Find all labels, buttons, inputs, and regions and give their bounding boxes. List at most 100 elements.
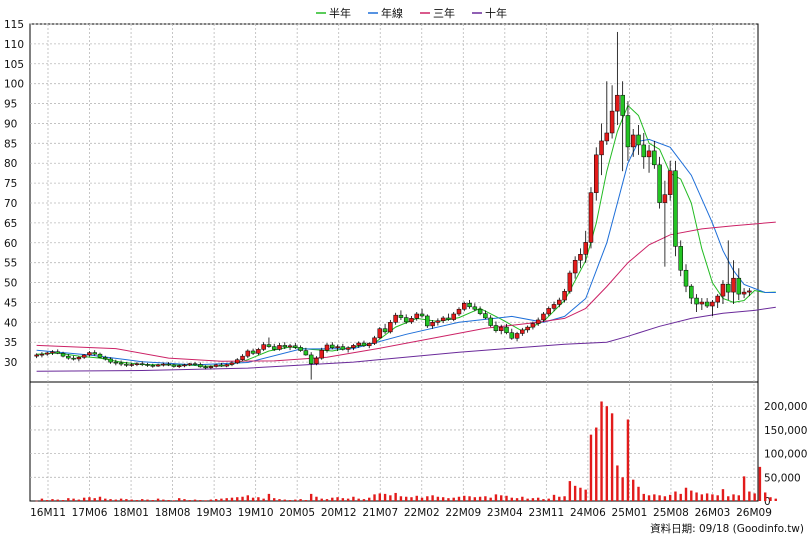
candle-body (266, 344, 272, 347)
candle-body (435, 320, 441, 323)
volume-bar (341, 498, 345, 501)
candle-body (683, 269, 689, 287)
ma-line (36, 306, 776, 372)
x-tick-label: 20M12 (321, 507, 357, 519)
candle-body (572, 260, 578, 274)
x-tick-label: 19M03 (196, 507, 232, 519)
candle-body (615, 94, 620, 112)
candle-body (715, 295, 720, 303)
volume-bar (441, 497, 445, 501)
candle-body (425, 315, 430, 327)
volume-bar (82, 497, 86, 501)
volume-bar (257, 497, 260, 501)
chart-legend: 半年 年線 三年 十年 (316, 6, 507, 20)
volume-bar (236, 497, 239, 501)
volume-bar (774, 498, 777, 501)
volume-bar (600, 401, 603, 501)
x-tick-label: 26M03 (695, 507, 731, 519)
price-tick-label: 65 (4, 218, 17, 230)
candle-body (187, 363, 192, 366)
volume-bar (647, 495, 651, 501)
candle-body (113, 361, 119, 364)
candle-body (557, 299, 562, 305)
volume-bar (674, 491, 677, 501)
candle-body (446, 317, 451, 320)
volume-bar (410, 497, 413, 501)
volume-bar (40, 498, 44, 501)
volume-bar (457, 496, 461, 501)
candle-body (594, 154, 599, 193)
candle-body (419, 313, 425, 317)
volume-bar (278, 499, 281, 501)
candle-body (34, 354, 39, 357)
volume-bar (531, 498, 535, 501)
volume-bar (542, 499, 545, 501)
volume-bar (595, 427, 598, 501)
volume-bar (67, 498, 70, 501)
candle-body (76, 357, 82, 360)
volume-bars (35, 401, 777, 502)
volume-bar (515, 498, 519, 501)
volume-bar (241, 496, 244, 501)
volume-bar (690, 490, 693, 501)
candle-body (520, 329, 525, 334)
candle-body (720, 283, 726, 297)
candle-body (250, 350, 256, 354)
candle-body (477, 308, 483, 314)
volume-bar (748, 491, 751, 501)
volume-bar (658, 495, 661, 501)
candle-body (694, 297, 699, 305)
candle-body (673, 170, 678, 247)
volume-bar (135, 500, 139, 501)
candle-body (620, 94, 625, 116)
volume-bar (88, 497, 91, 501)
candle-body (129, 364, 134, 366)
x-tick-label: 24M06 (570, 507, 606, 519)
volume-bar (167, 500, 170, 501)
volume-bar (737, 495, 741, 501)
volume-bar (267, 493, 271, 501)
volume-bar (378, 493, 382, 501)
candle-body (409, 318, 414, 323)
volume-bar (753, 493, 756, 501)
candle-body (414, 313, 420, 319)
volume-bar (45, 500, 49, 501)
legend-label: 三年 (433, 6, 455, 20)
volume-bar (484, 496, 487, 501)
candle-body (176, 365, 182, 367)
volume-bar (573, 485, 577, 501)
volume-bar (758, 466, 762, 501)
candle-body (636, 134, 641, 146)
volume-bar (510, 497, 513, 501)
candle-body (192, 363, 198, 365)
volume-bar (663, 496, 667, 501)
volume-bar (489, 497, 492, 501)
volume-bar (373, 494, 376, 501)
candle-body (314, 357, 319, 364)
candle-body (440, 317, 446, 321)
volume-bar (626, 419, 630, 501)
candle-body (293, 345, 298, 348)
volume-bar (653, 494, 656, 501)
candle-body (504, 326, 509, 333)
volume-bar (204, 500, 207, 501)
candle-body (198, 364, 203, 368)
volume-bar (500, 495, 503, 501)
candle-body (403, 317, 409, 323)
volume-bar (536, 497, 540, 501)
volume-bar (420, 497, 424, 501)
volume-bar (705, 493, 709, 501)
candle-body (330, 344, 335, 349)
volume-bar (610, 413, 614, 501)
candle-body (213, 364, 219, 367)
candle-body (245, 350, 251, 357)
price-tick-label: 60 (4, 238, 17, 250)
volume-bar (230, 497, 234, 501)
volume-bar (109, 499, 112, 501)
source-note: 資料日期: 09/18 (Goodinfo.tw) (650, 522, 804, 535)
candle-body (514, 333, 520, 339)
price-tick-label: 95 (4, 99, 17, 111)
volume-bar (431, 495, 434, 501)
volume-bar (336, 497, 339, 501)
